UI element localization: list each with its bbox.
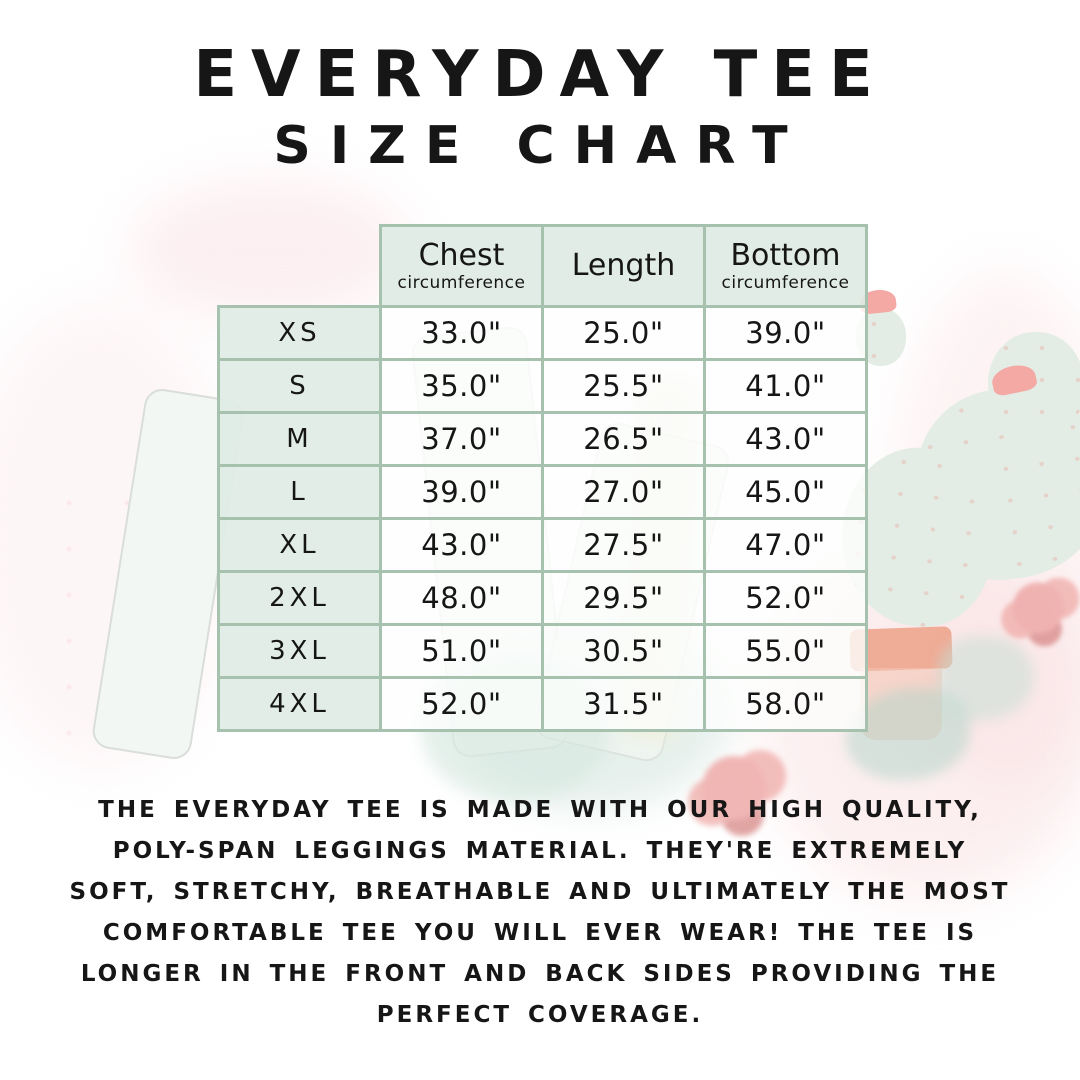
length-value: 27.5" [541, 517, 706, 573]
bottom-value: 47.0" [703, 517, 868, 573]
cactus-flower-icon [989, 361, 1039, 398]
column-header-bottom: Bottom circumference [703, 224, 868, 308]
bottom-value: 41.0" [703, 358, 868, 414]
chest-value: 35.0" [379, 358, 544, 414]
cactus-pad-large-icon [905, 375, 1080, 591]
table-row-2xl: 2XL 48.0" 29.5" 52.0" [217, 570, 868, 626]
bottom-value: 43.0" [703, 411, 868, 467]
table-row-m: M 37.0" 26.5" 43.0" [217, 411, 868, 467]
bottom-value: 58.0" [703, 676, 868, 732]
cactus-pad-small-icon [988, 332, 1080, 438]
bottom-value: 55.0" [703, 623, 868, 679]
table-row-s: S 35.0" 25.5" 41.0" [217, 358, 868, 414]
length-value: 25.0" [541, 305, 706, 361]
length-value: 27.0" [541, 464, 706, 520]
table-row-xl: XL 43.0" 27.5" 47.0" [217, 517, 868, 573]
column-header-length: Length [541, 224, 706, 308]
column-header-label: Chest [418, 237, 505, 273]
table-header-row: Chest circumference Length Bottom circum… [219, 224, 868, 308]
chest-value: 43.0" [379, 517, 544, 573]
title-block: EVERYDAY TEE SIZE CHART [0, 38, 1080, 177]
table-row-l: L 39.0" 27.0" 45.0" [217, 464, 868, 520]
chest-value: 33.0" [379, 305, 544, 361]
size-label: 2XL [217, 570, 382, 626]
chest-value: 37.0" [379, 411, 544, 467]
bottom-value: 39.0" [703, 305, 868, 361]
chest-value: 48.0" [379, 570, 544, 626]
size-label: M [217, 411, 382, 467]
watercolor-pink-wash-right [890, 270, 1080, 790]
red-flower2-icon [1012, 582, 1064, 634]
length-value: 29.5" [541, 570, 706, 626]
bottom-value: 45.0" [703, 464, 868, 520]
size-label: L [217, 464, 382, 520]
bottom-value: 52.0" [703, 570, 868, 626]
product-description: THE EVERYDAY TEE IS MADE WITH OUR HIGH Q… [69, 797, 1011, 1028]
description-block: THE EVERYDAY TEE IS MADE WITH OUR HIGH Q… [65, 790, 1015, 1036]
length-value: 26.5" [541, 411, 706, 467]
length-value: 25.5" [541, 358, 706, 414]
page-subtitle: SIZE CHART [273, 116, 807, 177]
terracotta-pot-body-icon [860, 668, 942, 740]
table-row-xs: XS 33.0" 25.0" 39.0" [217, 305, 868, 361]
size-chart-table: Chest circumference Length Bottom circum… [217, 224, 868, 732]
size-label: S [217, 358, 382, 414]
column-header-chest: Chest circumference [379, 224, 544, 308]
table-corner-blank [219, 226, 381, 307]
watercolor-pink-wash-left [0, 300, 240, 770]
size-label: XL [217, 517, 382, 573]
size-label: XS [217, 305, 382, 361]
chest-value: 51.0" [379, 623, 544, 679]
column-header-sublabel: circumference [397, 273, 526, 294]
column-header-label: Bottom [730, 237, 841, 273]
page-title: EVERYDAY TEE [193, 38, 887, 112]
watercolor-teal-leaf2-icon [938, 636, 1034, 720]
size-label: 4XL [217, 676, 382, 732]
column-header-sublabel: circumference [721, 273, 850, 294]
size-label: 3XL [217, 623, 382, 679]
length-value: 30.5" [541, 623, 706, 679]
table-row-4xl: 4XL 52.0" 31.5" 58.0" [217, 676, 868, 732]
chest-value: 39.0" [379, 464, 544, 520]
chest-value: 52.0" [379, 676, 544, 732]
length-value: 31.5" [541, 676, 706, 732]
column-header-label: Length [571, 247, 676, 283]
watercolor-speckles-left [40, 480, 240, 740]
table-row-3xl: 3XL 51.0" 30.5" 55.0" [217, 623, 868, 679]
